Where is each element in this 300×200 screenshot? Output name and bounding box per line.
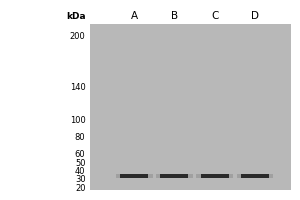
- Text: 60: 60: [75, 150, 86, 159]
- Text: B: B: [171, 11, 178, 21]
- Bar: [160, 174, 188, 178]
- Bar: [116, 174, 152, 178]
- Text: kDa: kDa: [66, 12, 86, 21]
- Text: A: A: [131, 11, 138, 21]
- Text: 40: 40: [75, 167, 86, 176]
- Bar: [241, 174, 269, 178]
- Text: 20: 20: [75, 184, 86, 193]
- Text: C: C: [211, 11, 218, 21]
- Bar: [196, 174, 233, 178]
- Text: 50: 50: [75, 159, 86, 168]
- Bar: [236, 174, 273, 178]
- Bar: [156, 174, 193, 178]
- Bar: [120, 174, 148, 178]
- Text: D: D: [251, 11, 259, 21]
- Text: 100: 100: [70, 116, 86, 125]
- Text: 200: 200: [70, 32, 86, 41]
- Text: 140: 140: [70, 83, 86, 92]
- Bar: [201, 174, 229, 178]
- Text: 30: 30: [75, 175, 86, 184]
- Text: 80: 80: [75, 133, 86, 142]
